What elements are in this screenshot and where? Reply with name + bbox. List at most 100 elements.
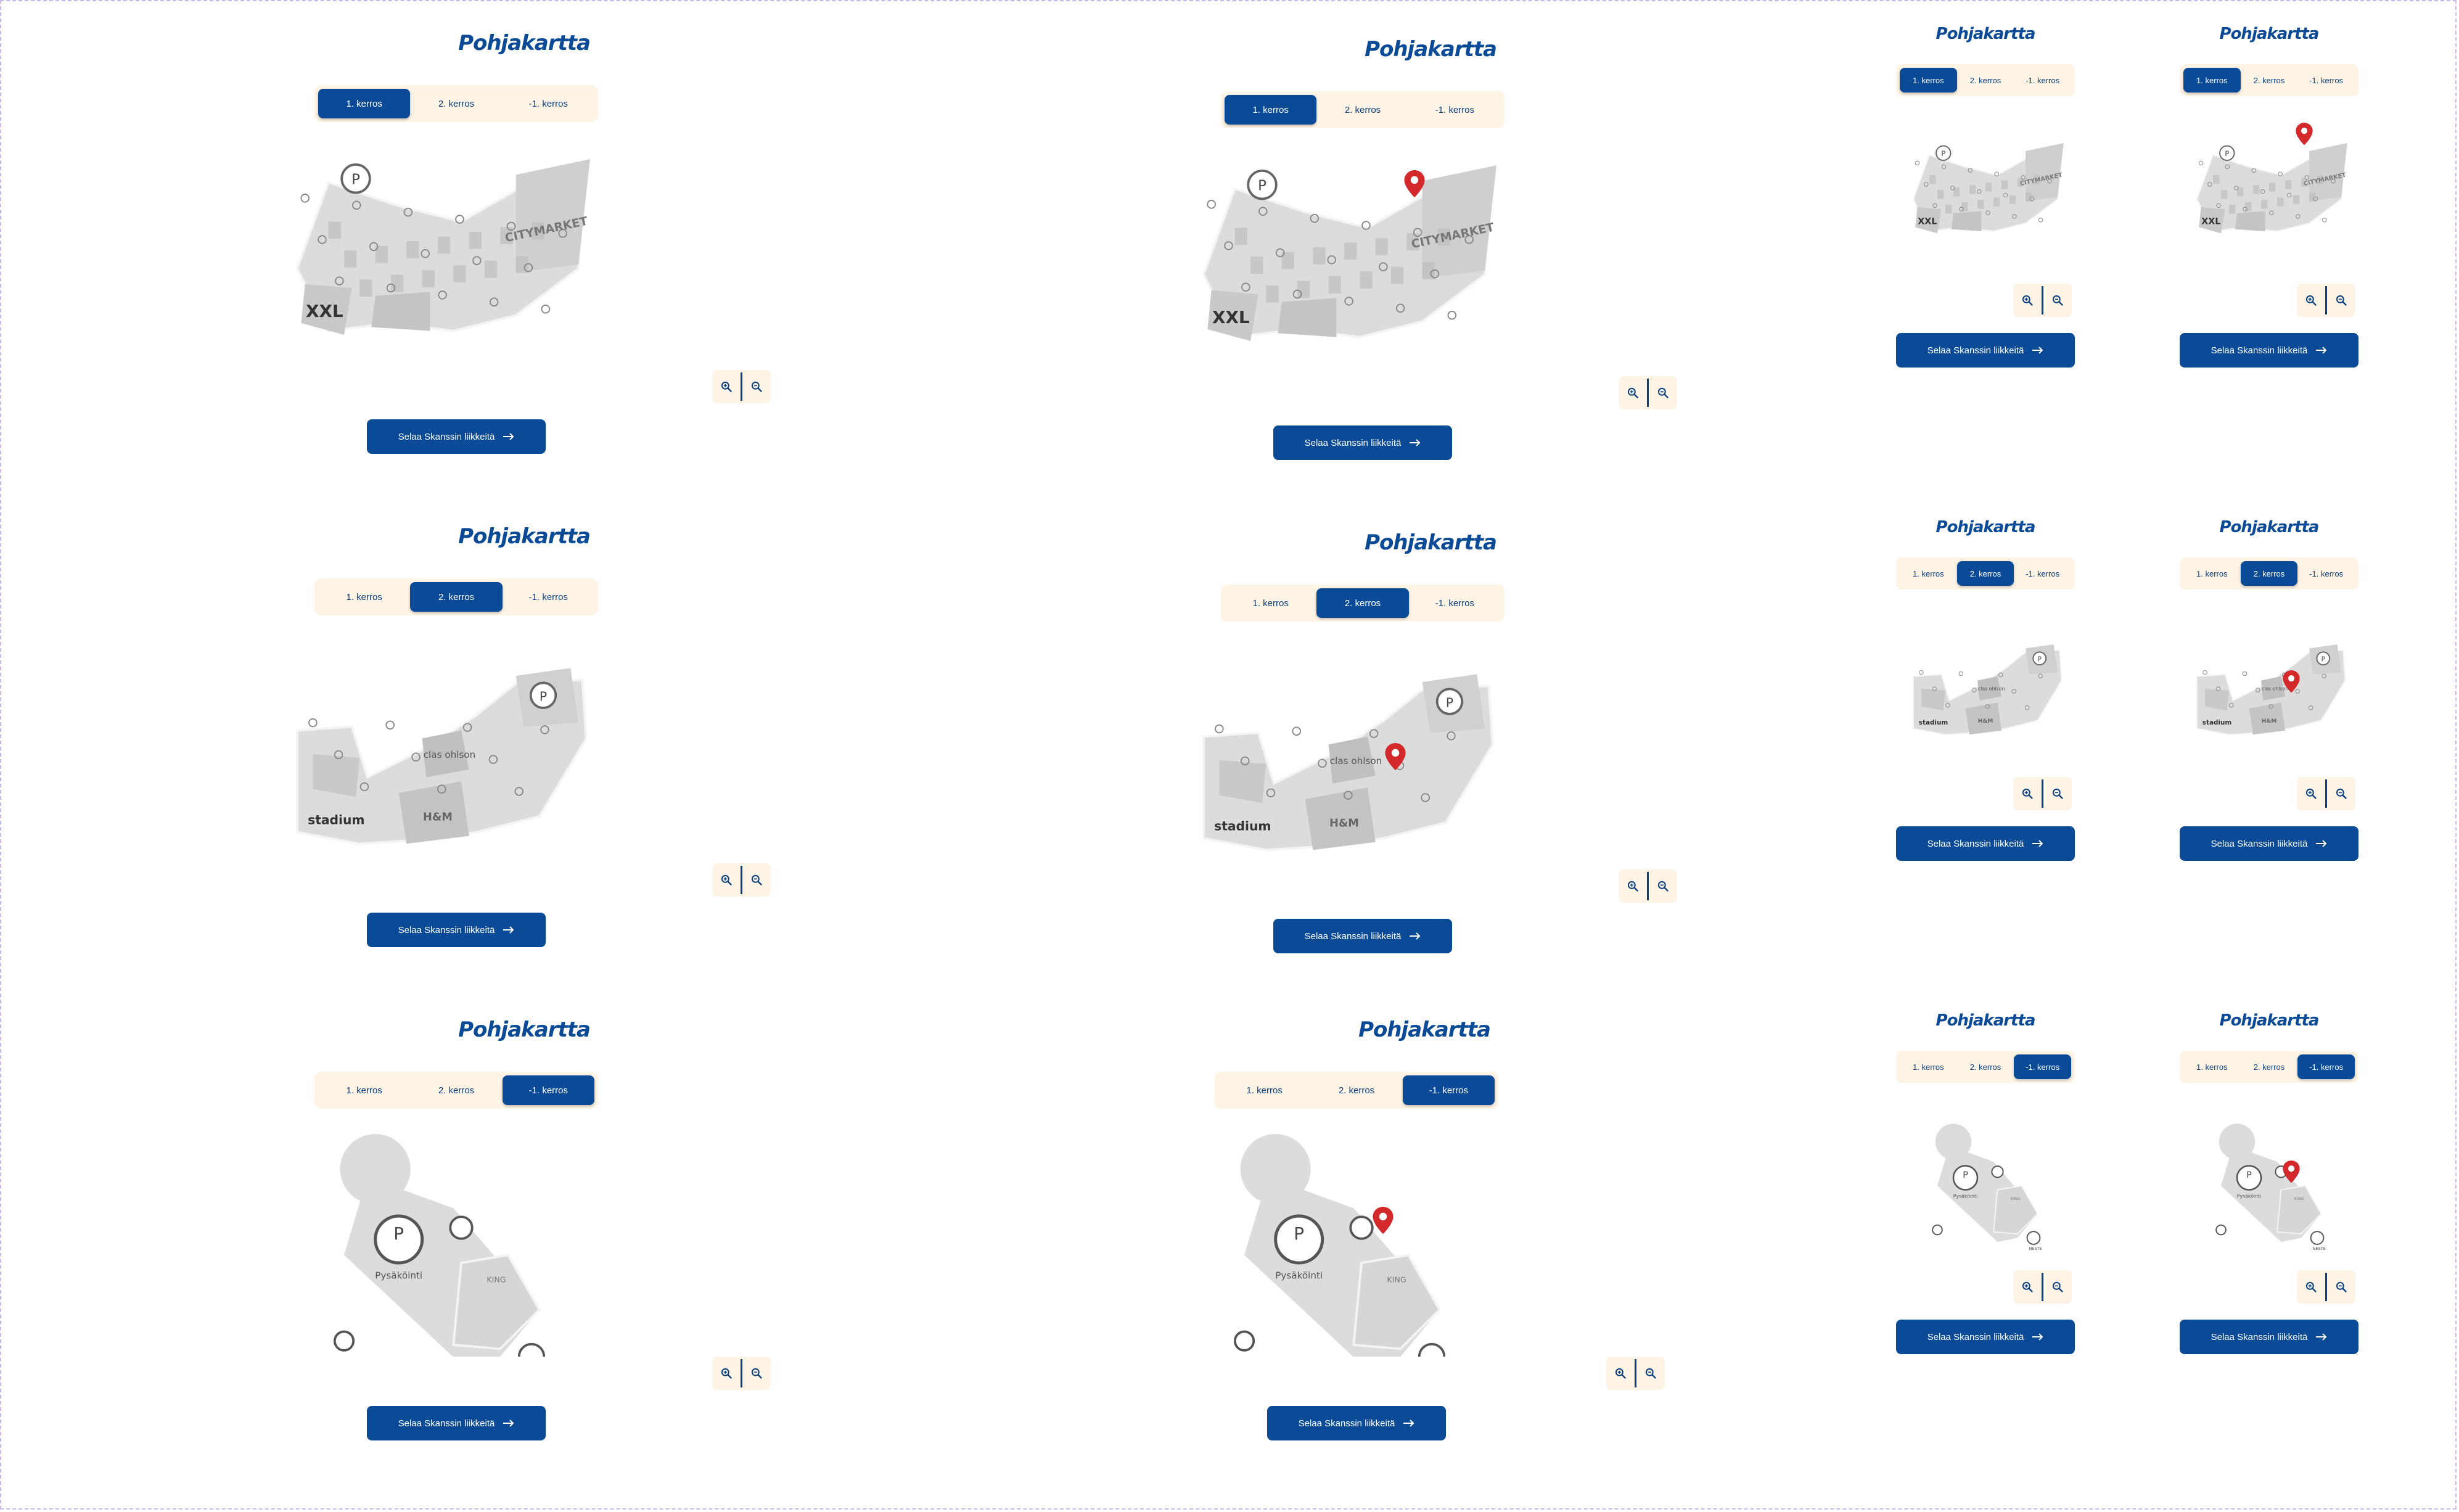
zoom-out-icon[interactable] [2043,1270,2072,1304]
location-pin-icon[interactable] [1404,170,1425,197]
zoom-out-icon[interactable] [1636,1357,1665,1390]
page-title: Pohjakartta [2219,518,2320,536]
browse-stores-button[interactable]: Selaa Skanssin liikkeitä [2180,1320,2358,1354]
tab-floor-0[interactable]: 1. kerros [1225,95,1317,125]
location-pin-icon[interactable] [2296,122,2313,146]
tab-floor-1[interactable]: 2. kerros [438,98,475,109]
browse-stores-button[interactable]: Selaa Skanssin liikkeitä [1267,1406,1446,1440]
tab-floor-0[interactable]: 1. kerros [2196,1062,2228,1072]
zoom-out-icon[interactable] [2327,284,2355,317]
tab-floor-1[interactable]: 2. kerros [438,1085,475,1096]
tab-floor-1[interactable]: 2. kerros [2253,1062,2285,1072]
browse-stores-button[interactable]: Selaa Skanssin liikkeitä [367,1406,546,1440]
tab-floor-2[interactable]: -1. kerros [528,98,568,109]
browse-stores-button[interactable]: Selaa Skanssin liikkeitä [2180,333,2358,368]
browse-stores-button[interactable]: Selaa Skanssin liikkeitä [1273,425,1452,460]
zoom-in-icon[interactable] [2297,777,2325,810]
svg-text:H&M: H&M [1978,718,1993,725]
browse-stores-button[interactable]: Selaa Skanssin liikkeitä [1896,1320,2075,1354]
browse-stores-label: Selaa Skanssin liikkeitä [1298,1418,1395,1429]
tab-floor-0[interactable]: 1. kerros [1252,598,1289,609]
tab-floor-1[interactable]: 2. kerros [1956,561,2014,586]
tab-floor-0[interactable]: 1. kerros [318,89,411,118]
floor-map[interactable]: P CITYMARKET XXL [1184,142,1505,376]
tab-floor-2[interactable]: -1. kerros [1435,598,1474,609]
tab-floor-2[interactable]: -1. kerros [528,591,568,602]
arrow-right-icon [503,1420,514,1427]
zoom-in-icon[interactable] [712,863,741,897]
zoom-in-icon[interactable] [2013,284,2042,317]
tab-floor-0[interactable]: 1. kerros [1913,569,1944,578]
tab-floor-1[interactable]: 2. kerros [1338,1085,1375,1096]
tab-floor-2[interactable]: -1. kerros [2297,1054,2355,1079]
browse-stores-button[interactable]: Selaa Skanssin liikkeitä [1896,826,2075,861]
location-pin-icon[interactable] [1385,743,1406,771]
zoom-out-icon[interactable] [2327,1270,2355,1304]
floor-map[interactable]: P CITYMARKET XXL [277,136,598,370]
zoom-in-icon[interactable] [1619,376,1647,409]
tab-floor-1[interactable]: 2. kerros [1969,75,2001,85]
tab-floor-1[interactable]: 2. kerros [410,582,503,612]
zoom-in-icon[interactable] [2297,284,2325,317]
tab-floor-2[interactable]: -1. kerros [2026,569,2060,578]
tab-floor-2[interactable]: -1. kerros [2014,1054,2072,1079]
tab-floor-0[interactable]: 1. kerros [1246,1085,1283,1096]
tab-floor-2[interactable]: -1. kerros [1402,1075,1495,1105]
zoom-out-icon[interactable] [742,1357,771,1390]
tab-floor-2[interactable]: -1. kerros [2309,569,2344,578]
zoom-out-icon[interactable] [742,370,771,403]
browse-stores-button[interactable]: Selaa Skanssin liikkeitä [2180,826,2358,861]
browse-stores-button[interactable]: Selaa Skanssin liikkeitä [1273,919,1452,953]
location-pin-icon[interactable] [1373,1207,1394,1235]
zoom-in-icon[interactable] [712,370,741,403]
tab-floor-1[interactable]: 2. kerros [1316,588,1409,618]
location-pin-icon[interactable] [2283,1161,2301,1183]
tab-floor-0[interactable]: 1. kerros [346,591,382,602]
zoom-out-icon[interactable] [2327,777,2355,810]
zoom-in-icon[interactable] [2013,1270,2042,1304]
browse-stores-label: Selaa Skanssin liikkeitä [398,924,495,935]
floor-map[interactable]: P CITYMARKET XXL [1905,111,2066,271]
floor-tabs: 1. kerros 2. kerros -1. kerros [314,85,598,122]
tab-floor-1[interactable]: 2. kerros [2253,75,2285,85]
browse-stores-button[interactable]: Selaa Skanssin liikkeitä [367,419,546,454]
browse-stores-button[interactable]: Selaa Skanssin liikkeitä [367,913,546,947]
tab-floor-1[interactable]: 2. kerros [1344,104,1381,115]
zoom-in-icon[interactable] [1619,869,1647,903]
tab-floor-2[interactable]: -1. kerros [502,1075,594,1105]
zoom-out-icon[interactable] [1649,869,1677,903]
location-pin-icon[interactable] [2283,670,2301,693]
tab-floor-0[interactable]: 1. kerros [2196,569,2228,578]
tab-floor-2[interactable]: -1. kerros [1435,104,1474,115]
tab-floor-1[interactable]: 2. kerros [2240,561,2298,586]
zoom-in-icon[interactable] [712,1357,741,1390]
zoom-out-icon[interactable] [1649,376,1677,409]
map-card-floor2-small-pin: Pohjakartta 1. kerros 2. kerros -1. kerros P… [2177,518,2362,869]
svg-text:KING: KING [2294,1196,2304,1201]
tab-floor-1[interactable]: 2. kerros [1969,1062,2001,1072]
tab-floor-0[interactable]: 1. kerros [346,1085,382,1096]
zoom-out-icon[interactable] [2043,777,2072,810]
zoom-in-icon[interactable] [1606,1357,1635,1390]
zoom-in-icon[interactable] [2297,1270,2325,1304]
floor-tabs: 1. kerros 2. kerros -1. kerros [2180,1051,2358,1083]
floor-map[interactable]: P CITYMARKET XXL [2189,111,2349,271]
tab-floor-2[interactable]: -1. kerros [2026,75,2060,85]
zoom-out-icon[interactable] [2043,284,2072,317]
tab-floor-0[interactable]: 1. kerros [1900,68,1957,92]
browse-stores-button[interactable]: Selaa Skanssin liikkeitä [1896,333,2075,368]
tab-floor-0[interactable]: 1. kerros [2183,68,2241,92]
tab-floor-2[interactable]: -1. kerros [2309,75,2344,85]
tab-floor-0[interactable]: 1. kerros [1913,1062,1944,1072]
page-title: Pohjakartta [1936,518,2036,536]
zoom-in-icon[interactable] [2013,777,2042,810]
zoom-out-icon[interactable] [742,863,771,897]
